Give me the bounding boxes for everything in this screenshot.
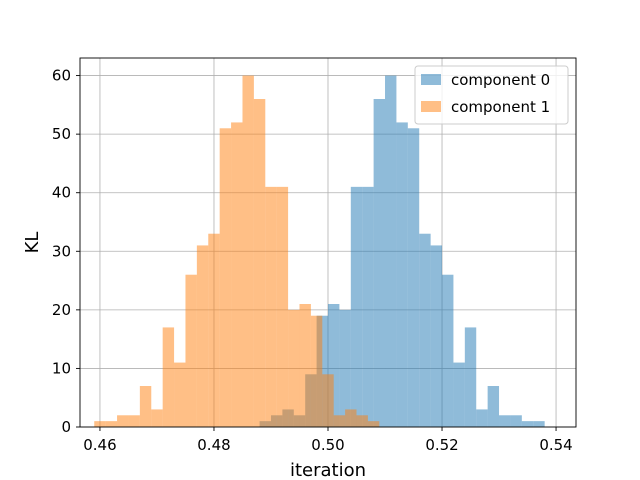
series-1-bar-14	[253, 99, 266, 427]
series-1-bar-19	[310, 315, 323, 427]
legend-swatch-0	[421, 74, 441, 85]
legend: component 0 component 1	[414, 65, 569, 125]
series-0-bar-19	[476, 409, 488, 427]
series-0-bar-24	[533, 421, 545, 427]
series-0-bar-14	[419, 233, 431, 427]
series-1-bar-22	[345, 409, 357, 427]
series-0-bar-17	[453, 362, 465, 427]
series-0-bar-12	[396, 122, 408, 427]
series-0-bar-23	[521, 421, 534, 427]
y-tick-label-0: 0	[61, 418, 71, 436]
y-tick-label-6: 60	[52, 67, 71, 85]
series-1-bar-6	[162, 327, 175, 427]
y-tick-label-2: 20	[52, 301, 71, 319]
x-tick-label-2: 0.50	[311, 436, 344, 454]
series-1-bar-15	[265, 186, 277, 427]
series-0-bar-11	[385, 75, 397, 428]
series-1-bar-3	[128, 415, 140, 427]
bars	[94, 75, 545, 428]
series-0-bar-13	[407, 128, 420, 428]
x-axis-label: iteration	[290, 460, 366, 480]
series-1-bar-12	[231, 122, 243, 427]
legend-label-0: component 0	[451, 71, 550, 89]
y-tick-label-1: 10	[52, 359, 71, 377]
series-0-bar-7	[339, 309, 351, 427]
series-0-bar-6	[328, 304, 340, 427]
y-tick-label-3: 30	[52, 242, 71, 260]
series-1-bar-4	[139, 386, 152, 427]
series-0-bar-20	[487, 386, 500, 427]
x-tick-label-3: 0.52	[425, 436, 458, 454]
series-1-bar-13	[242, 75, 254, 428]
series-1-bar-20	[322, 374, 334, 427]
series-1-bar-17	[288, 309, 300, 427]
series-1-bar-2	[117, 415, 129, 427]
series-0-bar-16	[442, 274, 454, 427]
x-tick-label-4: 0.54	[539, 436, 572, 454]
series-1-bar-0	[94, 421, 106, 427]
series-0-bar-8	[350, 186, 363, 427]
series-0-bar-18	[464, 327, 477, 427]
series-1-bar-8	[185, 274, 197, 427]
series-1-bar-9	[196, 245, 209, 427]
x-tick-label-1: 0.48	[197, 436, 230, 454]
series-1-bar-1	[105, 421, 118, 427]
axis-ticks: 0.46 0.48 0.50 0.52 0.54 0 10 20 30 40 50 60	[52, 67, 573, 454]
series-0-bar-9	[362, 186, 374, 427]
series-1-bar-18	[299, 304, 311, 427]
series-0-bar-22	[510, 415, 522, 427]
series-1-bar-16	[276, 186, 289, 427]
series-1-bar-7	[174, 362, 186, 427]
series-1-bar-24	[367, 421, 380, 427]
series-1-bar-23	[356, 415, 368, 427]
x-tick-label-0: 0.46	[83, 436, 116, 454]
y-axis-label: KL	[22, 232, 43, 254]
series-0-bar-21	[499, 415, 511, 427]
series-1-bar-5	[151, 409, 163, 427]
series-0-bar-15	[430, 245, 443, 427]
y-tick-label-4: 40	[52, 184, 71, 202]
series-1-bar-11	[219, 128, 232, 428]
series-1-bar-10	[208, 233, 220, 427]
legend-label-1: component 1	[451, 98, 550, 116]
series-0-bar-10	[373, 99, 386, 427]
legend-box	[414, 65, 569, 125]
y-tick-label-5: 50	[52, 125, 71, 143]
series-1-bar-21	[333, 415, 346, 427]
legend-swatch-1	[421, 101, 441, 112]
